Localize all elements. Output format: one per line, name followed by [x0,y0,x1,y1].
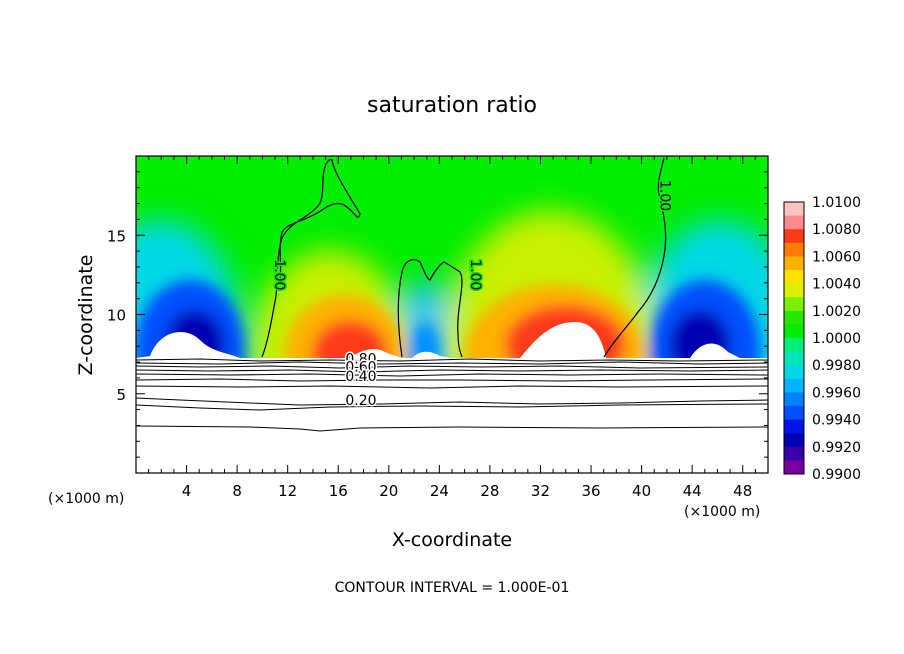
colorbar-band [784,297,804,312]
colorbar-band [784,202,804,217]
colorbar-band [784,433,804,448]
contour-label: 0.20 [345,393,376,409]
colorbar-band [784,365,804,380]
colorbar-bands [784,202,804,475]
x-tick-label: 32 [531,482,550,500]
terrain-mask [520,322,606,358]
contour-label: 1.00 [657,180,673,211]
colorbar-band [784,338,804,353]
y-tick-label: 15 [107,227,126,245]
colorbar-band [784,446,804,461]
contour-label: 0.40 [345,369,376,385]
x-unit-right: (×1000 m) [684,504,760,520]
terrain-mask [412,351,450,358]
field-blob [409,322,441,358]
plot-area: 1.00 1.001.000.800.600.400.20 4 8 12 16 20 24 2… [107,155,769,500]
y-tick-label: 10 [107,307,126,325]
colorbar-tick-label: 0.9980 [812,358,861,374]
x-tick-label: 28 [480,482,499,500]
colorbar-band [784,283,804,298]
contour-line [135,365,769,369]
contour-line [135,385,769,389]
colorbar-tick-label: 0.9960 [812,385,861,401]
colorbar-band [784,419,804,434]
colorbar-band [784,324,804,339]
colorbar-band [784,378,804,393]
colorbar-tick-label: 0.9900 [812,467,861,483]
colorbar: 1.0100 1.0080 1.0060 1.0040 1.0020 1.0000 0.99… [783,195,861,483]
contour-label: 0.60 [345,360,376,376]
contour-line [397,259,463,358]
colorbar-band [784,270,804,285]
colorbar-tick-label: 1.0040 [812,277,861,293]
contour-line [603,157,667,358]
y-ticks: 5 10 15 [107,171,768,458]
colorbar-tick-label: 1.0100 [812,195,861,211]
colorbar-band [784,229,804,244]
contour-line [261,159,361,358]
x-tick-label: 48 [733,482,752,500]
colorbar-band [784,242,804,257]
colorbar-band [784,215,804,230]
contour-label: 1.00 [271,259,287,290]
contour-labels: 1.00 1.00 1.00 0.800.600.40 0.20 [270,179,675,411]
x-axis-label: X-coordinate [392,529,512,551]
colorbar-band [784,392,804,407]
contour-line [135,378,769,382]
terrain-mask [136,332,240,358]
colorbar-band [784,256,804,271]
contour-line [135,358,769,362]
x-tick-label: 4 [182,482,192,500]
field-blob [670,310,730,358]
terrain-mask [350,349,402,358]
colorbar-tick-label: 0.9920 [812,440,861,456]
contour-line [135,361,769,365]
colorbar-tick-label: 1.0000 [812,331,861,347]
x-unit-left: (×1000 m) [48,491,124,507]
colorbar-tick-label: 1.0060 [812,249,861,265]
x-ticks: 4 8 12 16 20 24 28 32 36 40 44 48 [148,156,756,500]
x-tick-label: 20 [379,482,398,500]
x-tick-label: 8 [232,482,242,500]
x-tick-label: 44 [683,482,702,500]
x-tick-label: 12 [278,482,297,500]
contour-label: 0.80 [345,352,376,368]
colorbar-band [784,351,804,366]
x-tick-label: 36 [581,482,600,500]
contour-line [135,425,769,432]
contour-line [135,373,769,377]
colorbar-band [784,406,804,421]
field-blob [312,320,388,358]
colorbar-band [784,310,804,325]
contour-line [135,397,769,406]
field-blob [395,280,455,358]
colorbar-tick-label: 1.0080 [812,222,861,238]
y-tick-label: 5 [116,386,126,404]
x-tick-label: 16 [329,482,348,500]
y-axis-label: Z-coordinate [75,255,97,376]
terrain-mask [690,343,740,358]
contour-line [135,369,769,373]
colorbar-tick-label: 1.0020 [812,304,861,320]
contours-lower [135,358,769,432]
x-tick-label: 40 [632,482,651,500]
colorbar-frame [783,201,805,475]
colorbar-labels: 1.0100 1.0080 1.0060 1.0040 1.0020 1.0000 0.99… [812,195,861,483]
chart-title: saturation ratio [367,93,537,118]
contours-saturation [261,157,667,358]
contour-line [135,403,769,411]
contour-interval-note: CONTOUR INTERVAL = 1.000E-01 [335,580,570,596]
contour-label: 1.00 [467,259,483,290]
colorbar-band [784,460,804,475]
colorbar-tick-label: 0.9940 [812,413,861,429]
x-tick-label: 24 [430,482,449,500]
